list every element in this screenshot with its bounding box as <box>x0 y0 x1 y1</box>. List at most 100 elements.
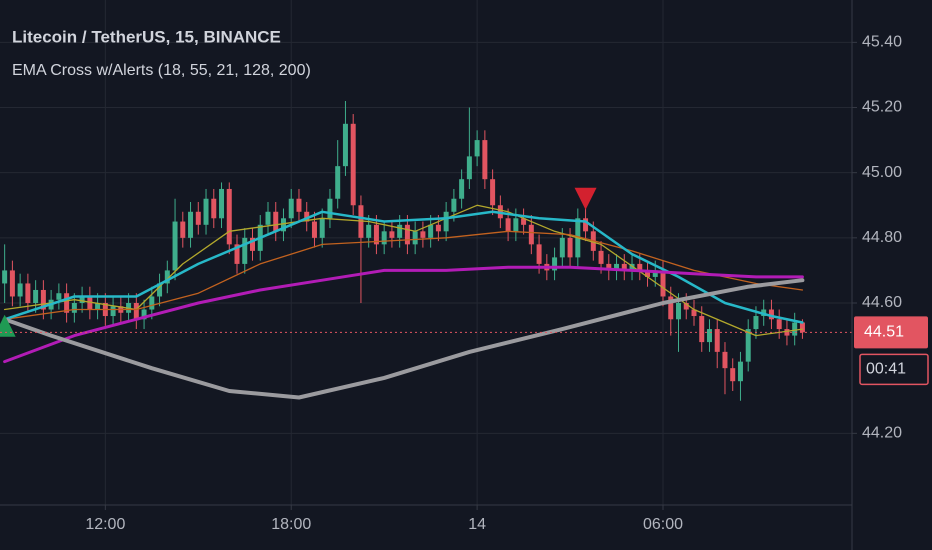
candle-body <box>676 303 682 320</box>
ema-line <box>3 210 804 324</box>
candle-body <box>598 250 604 264</box>
candle-body <box>95 303 101 310</box>
candle-body <box>637 263 643 271</box>
candle-body <box>474 140 480 157</box>
candle-body <box>133 303 139 320</box>
candle-body <box>606 263 612 271</box>
y-tick-label: 45.00 <box>862 164 902 181</box>
candle-body <box>552 257 558 271</box>
candle-body <box>714 329 720 352</box>
candle-body <box>699 316 705 343</box>
y-tick-label: 44.60 <box>862 294 902 311</box>
candle-body <box>521 218 527 225</box>
last-price-box <box>854 316 928 349</box>
candle-body <box>536 244 542 264</box>
x-tick-label: 06:00 <box>643 516 683 533</box>
candle-body <box>64 293 70 313</box>
candle-body <box>691 309 697 317</box>
candle-body <box>280 218 286 232</box>
candle-body <box>428 224 434 238</box>
candle-body <box>567 237 573 258</box>
candle-body <box>753 316 759 330</box>
y-tick-label: 44.20 <box>862 425 902 442</box>
indicator-label: EMA Cross w/Alerts (18, 55, 21, 128, 200… <box>12 62 311 79</box>
candle-body <box>559 237 565 258</box>
candle-body <box>33 289 39 303</box>
candle-body <box>172 221 178 271</box>
candle-body <box>226 188 232 245</box>
candle-body <box>652 270 658 277</box>
candle-body <box>443 211 449 232</box>
candle-body <box>451 198 457 212</box>
candle-body <box>730 368 736 382</box>
candle-body <box>327 198 333 219</box>
chart-title: Litecoin / TetherUS, 15, BINANCE <box>12 27 281 46</box>
candle-body <box>342 123 348 167</box>
plot <box>0 101 852 401</box>
candle-body <box>203 198 209 225</box>
candle-body <box>273 211 279 232</box>
candle-body <box>583 218 589 232</box>
candle-body <box>645 270 651 277</box>
candle-body <box>242 237 248 264</box>
candle-body <box>56 293 62 300</box>
candle-body <box>614 263 620 271</box>
candle-body <box>188 211 194 238</box>
ema-line <box>2 278 805 400</box>
x-tick-label: 18:00 <box>271 516 311 533</box>
candle-body <box>250 237 256 251</box>
candle-body <box>17 283 23 297</box>
candle-body <box>683 303 689 310</box>
candle-body <box>265 211 271 225</box>
x-tick-label: 14 <box>468 516 486 533</box>
candle-body <box>211 198 217 219</box>
candle-body <box>288 198 294 219</box>
y-tick-label: 45.20 <box>862 99 902 116</box>
candle-body <box>389 231 395 238</box>
candle-body <box>149 296 155 310</box>
candle-body <box>621 263 627 271</box>
y-tick-label: 44.80 <box>862 229 902 246</box>
candle-body <box>505 218 511 232</box>
candle-body <box>668 296 674 320</box>
candle-body <box>2 270 8 284</box>
candle-body <box>319 218 325 238</box>
candle-body <box>164 270 170 284</box>
countdown-label: 00:41 <box>866 361 906 378</box>
countdown-box <box>859 353 929 386</box>
candle-body <box>25 283 31 303</box>
ema-line <box>3 230 804 320</box>
candle-body <box>435 224 441 232</box>
candle-body <box>528 224 534 245</box>
candle-body <box>335 166 341 199</box>
candle-body <box>706 329 712 343</box>
candle-body <box>180 221 186 238</box>
ema-line <box>3 265 804 364</box>
candle-body <box>459 179 465 199</box>
candle-body <box>350 123 356 206</box>
candle-body <box>234 244 240 264</box>
candle-body <box>71 303 77 313</box>
candle-body <box>420 231 426 238</box>
candle-body <box>792 322 798 336</box>
candle-body <box>490 179 496 206</box>
candle-body <box>737 361 743 382</box>
candle-body <box>768 309 774 320</box>
last-price-label: 44.51 <box>864 324 904 341</box>
candle-body <box>373 224 379 245</box>
x-tick-label: 12:00 <box>85 516 125 533</box>
candle-body <box>296 198 302 212</box>
candle-body <box>195 211 201 225</box>
candle-body <box>660 270 666 297</box>
buy-signal <box>0 314 16 337</box>
candle-body <box>87 296 93 310</box>
candle-body <box>79 296 85 303</box>
candle-body <box>141 309 147 320</box>
candle-body <box>466 156 472 180</box>
candle-body <box>745 329 751 362</box>
candle-body <box>157 283 163 297</box>
candle-body <box>304 211 310 222</box>
candle-body <box>404 224 410 245</box>
axes: 45.40 45.20 45.00 44.80 44.60 44.20 12:00 18:00… <box>85 34 929 533</box>
